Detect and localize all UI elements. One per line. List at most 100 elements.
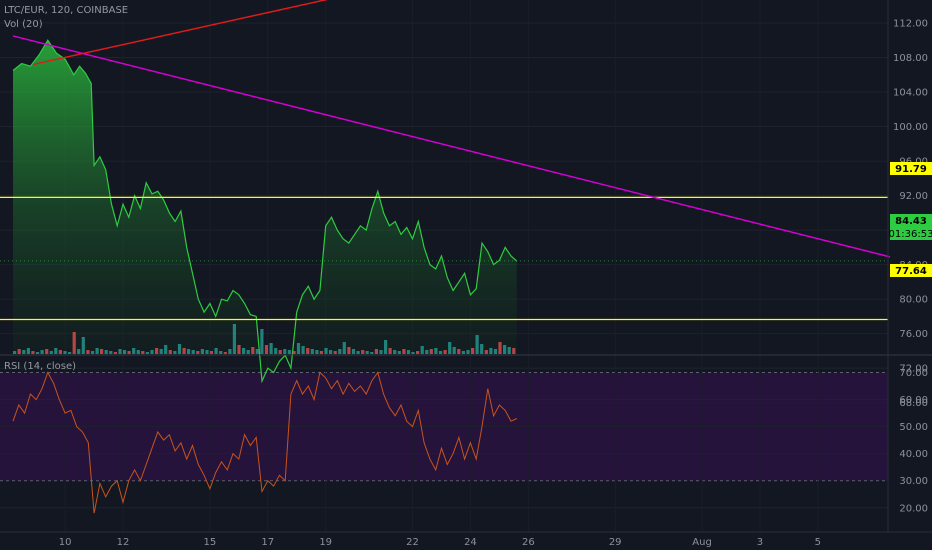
- volume-bar: [45, 349, 49, 354]
- volume-bar: [141, 351, 145, 354]
- volume-bar: [196, 351, 200, 354]
- volume-bar: [35, 352, 40, 354]
- volume-bar: [177, 344, 182, 354]
- price-area-series: [12, 39, 518, 384]
- resistance-price-tag: 91.79: [890, 162, 932, 175]
- volume-legend[interactable]: Vol (20): [4, 19, 43, 30]
- volume-bar: [466, 350, 470, 354]
- volume-bar: [63, 351, 67, 354]
- support-price-label: 77.64: [895, 266, 927, 277]
- volume-bar: [461, 351, 465, 354]
- volume-bar: [26, 348, 30, 354]
- volume-bar: [471, 348, 475, 354]
- volume-bar: [361, 350, 365, 354]
- time-tick-label: Aug: [692, 537, 712, 548]
- volume-bar: [81, 337, 85, 354]
- volume-bar: [507, 347, 511, 354]
- price-tick-label: 100.00: [893, 122, 928, 133]
- time-tick-label: 29: [609, 537, 622, 548]
- symbol-legend[interactable]: LTC/EUR, 120, COINBASE: [4, 5, 128, 16]
- price-tick-label: 76.00: [899, 329, 928, 340]
- volume-bar: [264, 345, 269, 354]
- price-tick-label: 112.00: [893, 19, 928, 30]
- volume-bar: [132, 348, 136, 354]
- resistance-price-label: 91.79: [895, 164, 927, 175]
- volume-bar: [406, 350, 411, 354]
- time-tick-label: 26: [522, 537, 535, 548]
- volume-bar: [278, 350, 282, 354]
- volume-bar: [448, 342, 452, 354]
- volume-bar: [68, 352, 72, 354]
- volume-bar: [379, 350, 383, 354]
- volume-bar: [22, 350, 26, 354]
- volume-bar: [503, 345, 507, 354]
- volume-bar: [489, 348, 493, 354]
- volume-bar: [95, 348, 99, 354]
- price-tick-label: 92.00: [899, 191, 928, 202]
- time-tick-label: 17: [261, 537, 274, 548]
- volume-bar: [223, 352, 227, 354]
- time-axis[interactable]: 10 12 15 17 19 22 24 26 29 Aug 3 5: [59, 537, 821, 548]
- volume-bar: [452, 347, 456, 354]
- volume-bar: [187, 349, 191, 354]
- rsi-grid: [0, 372, 888, 509]
- volume-bar: [31, 351, 35, 354]
- volume-bar: [155, 348, 159, 354]
- volume-bar: [310, 349, 314, 354]
- rsi-tick-label: 40.00: [899, 449, 928, 460]
- volume-bar: [164, 345, 168, 354]
- volume-bar: [333, 351, 337, 354]
- volume-bar: [269, 343, 273, 354]
- trendlines[interactable]: [12, 0, 891, 258]
- volume-bar: [122, 350, 127, 354]
- volume-bar: [512, 348, 516, 354]
- volume-bar: [292, 351, 296, 354]
- volume-bar: [260, 329, 264, 354]
- volume-bar: [370, 352, 374, 354]
- red-trendline[interactable]: [33, 0, 352, 66]
- pink-trendline[interactable]: [12, 35, 891, 258]
- volume-bar: [90, 351, 95, 354]
- volume-bar: [182, 348, 186, 354]
- volume-bar: [319, 351, 323, 354]
- volume-bar: [145, 352, 149, 354]
- time-tick-label: 10: [59, 537, 72, 548]
- rsi-tick-label: 50.00: [899, 422, 928, 433]
- volume-bar: [118, 349, 122, 354]
- volume-bar: [443, 350, 447, 354]
- time-tick-label: 3: [757, 537, 763, 548]
- volume-bar: [420, 346, 424, 354]
- volume-bar: [342, 342, 346, 354]
- volume-bar: [384, 340, 388, 354]
- volume-bar: [228, 349, 232, 354]
- volume-bar: [104, 350, 108, 354]
- volume-bar: [54, 348, 58, 354]
- volume-bar: [329, 350, 333, 354]
- volume-bar: [374, 349, 378, 354]
- volume-bar: [255, 349, 259, 354]
- volume-bar: [416, 351, 420, 354]
- volume-bar: [438, 351, 443, 354]
- price-tick-label: 104.00: [893, 88, 928, 99]
- volume-bar: [301, 346, 305, 354]
- volume-bar: [205, 350, 209, 354]
- volume-bar: [127, 351, 131, 354]
- time-tick-label: 5: [815, 537, 821, 548]
- volume-bar: [402, 349, 406, 354]
- price-area-fill: [13, 40, 517, 382]
- rsi-scale[interactable]: 70.00 60.00 50.00 40.00 30.00 20.00: [899, 368, 928, 514]
- price-line: [12, 39, 518, 384]
- volume-bar: [393, 350, 397, 354]
- rsi-legend[interactable]: RSI (14, close): [4, 361, 76, 372]
- volume-bar: [100, 349, 104, 354]
- volume-bar: [232, 324, 236, 354]
- rsi-line: [12, 371, 518, 514]
- volume-bar: [324, 348, 328, 354]
- volume-bar: [411, 352, 415, 354]
- volume-bar: [296, 343, 301, 354]
- volume-bars: [13, 324, 516, 354]
- bar-countdown-label: 01:36:53: [889, 229, 932, 240]
- price-tick-label: 80.00: [899, 295, 928, 306]
- volume-bar: [351, 349, 356, 354]
